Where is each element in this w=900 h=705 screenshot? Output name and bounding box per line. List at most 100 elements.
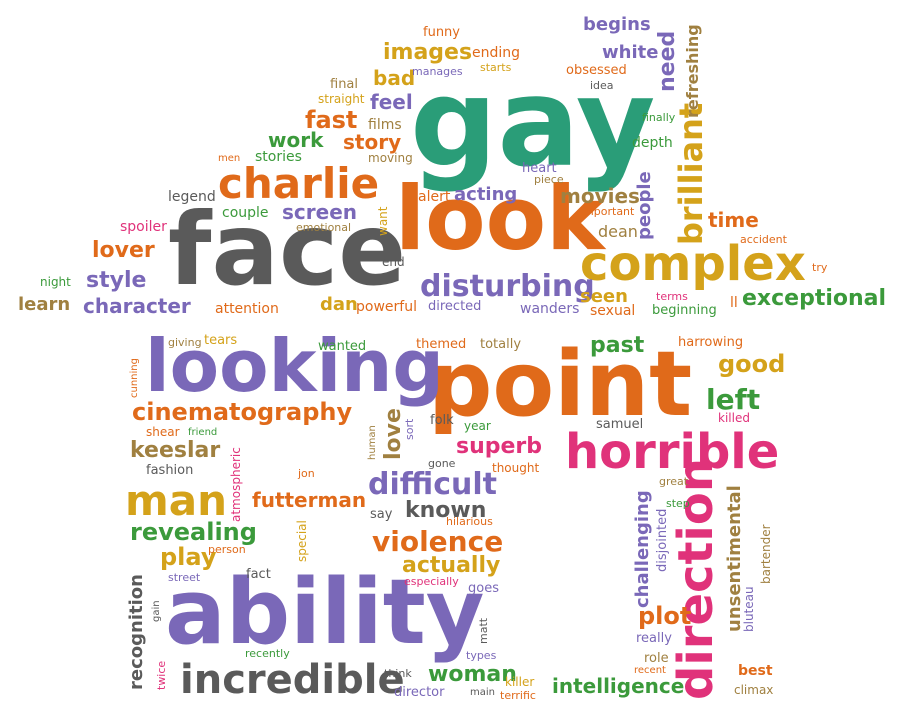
word-friend: friend [188,427,218,438]
word-think: think [384,667,412,680]
word-play: play [160,543,217,571]
word-main: main [470,687,495,698]
word-complex: complex [580,236,806,292]
word-step: step [666,497,690,510]
word-great: great [659,475,689,488]
word-films: films [368,117,402,133]
word-try: try [812,261,828,274]
word-character: character [83,294,191,318]
word-looking: looking [145,324,444,408]
word-year: year [464,419,491,433]
word-best: best [738,663,773,679]
word-woman: woman [428,662,517,687]
word-ending: ending [472,45,521,61]
word-terms: terms [656,290,688,303]
word-challenging: challenging [632,490,653,608]
word-powerful: powerful [356,299,417,315]
word-horrible: horrible [565,424,780,480]
word-want: want [376,206,390,236]
word-final: final [330,77,359,92]
word-cinematography: cinematography [132,398,353,426]
word-time: time [708,208,759,232]
word-men: men [218,153,241,164]
word-thought: thought [492,461,540,475]
word-lover: lover [92,238,155,263]
word-important: important [580,205,635,218]
word-jon: jon [298,467,315,480]
word-moving: moving [368,151,413,165]
word-samuel: samuel [596,417,644,432]
word-left: left [706,383,761,416]
word-brilliant: brilliant [672,102,710,245]
word-fact: fact [246,567,271,582]
word-charlie: charlie [218,159,380,208]
word-love: love [381,408,406,460]
word-white: white [602,42,659,63]
word-dean: dean [598,222,638,241]
word-terrific: terrific [500,689,536,702]
word-especially: especially [404,575,459,588]
word-hilarious: hilarious [446,515,493,528]
word-work: work [268,128,324,152]
word-learn: learn [18,294,71,315]
word-human: human [367,425,378,460]
word-seen: seen [580,286,628,307]
word-stories: stories [255,149,302,165]
word-matt: matt [477,617,490,644]
word-refreshing: refreshing [683,24,702,118]
word-shear: shear [146,425,180,439]
word-recognition: recognition [126,574,147,690]
word-funny: funny [423,25,460,40]
word-person: person [208,543,246,556]
word-style: style [86,268,147,293]
word-man: man [125,476,228,525]
word-face: face [168,191,407,308]
word-directed: directed [428,299,482,314]
word-plot: plot [638,602,692,630]
word-finally: finally [642,111,676,124]
word-point: point [428,332,693,437]
word-cunning: cunning [129,358,140,398]
word-superb: superb [456,434,543,459]
word-past: past [590,333,645,358]
word-straight: straight [318,92,365,106]
word-keeslar: keeslar [130,438,221,463]
word-futterman: futterman [252,488,367,512]
word-emotional: emotional [296,221,352,234]
word-depth: depth [632,135,673,151]
word-incredible: incredible [180,657,405,703]
word-tears: tears [204,333,238,348]
word-images: images [383,40,473,65]
word-direction: direction [668,457,724,700]
word-killed: killed [718,411,750,425]
word-recently: recently [245,647,290,660]
word-obsessed: obsessed [566,63,627,78]
word-giving: giving [168,336,202,349]
word-folk: folk [430,413,454,428]
word-accident: accident [740,233,787,246]
word-bartender: bartender [759,524,773,584]
word-recent: recent [634,665,666,676]
word-dan: dan [320,294,358,315]
word-attention: attention [215,301,279,317]
word-idea: idea [590,79,614,92]
word-heart: heart [522,161,557,176]
word-violence: violence [372,525,504,558]
word-role: role [644,651,669,666]
word-couple: couple [222,205,269,221]
word-piece: piece [534,173,564,186]
word-gain: gain [151,600,162,622]
word-totally: totally [480,337,522,352]
word-feel: feel [370,90,413,114]
word-gone: gone [428,457,456,470]
word-story: story [343,130,402,154]
word-twice: twice [155,660,168,690]
word-ll: ll [730,295,738,311]
word-types: types [466,649,497,662]
word-director: director [394,685,445,700]
word-disjointed: disjointed [655,508,670,572]
word-atmospheric: atmospheric [229,447,243,522]
word-goes: goes [468,581,499,596]
word-street: street [168,571,201,584]
